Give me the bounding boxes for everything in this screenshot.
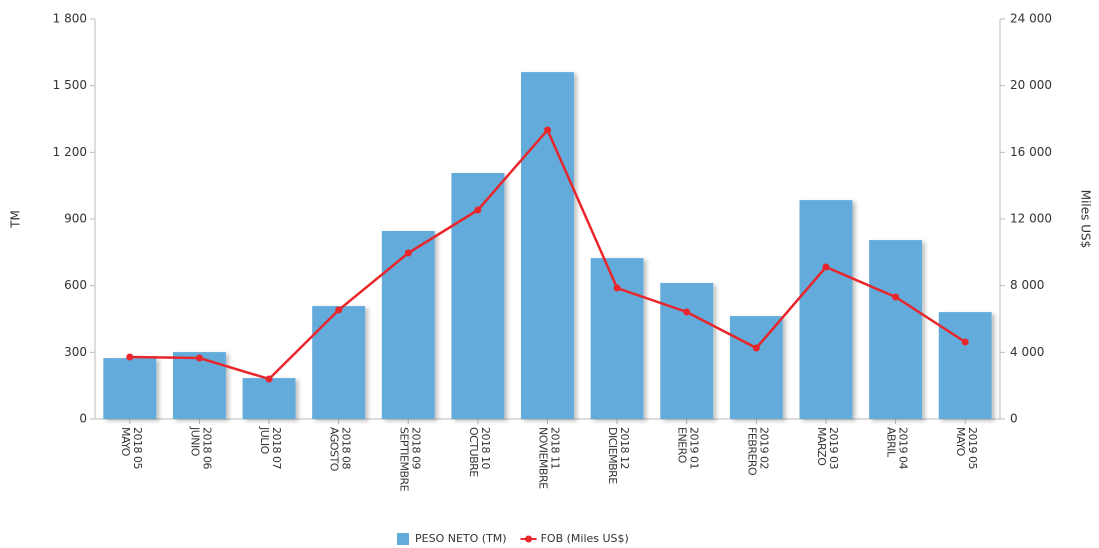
legend-swatch bbox=[525, 535, 533, 543]
bar bbox=[660, 283, 714, 419]
x-tick-label-line: 2019 01 bbox=[688, 427, 701, 469]
line-point bbox=[195, 354, 203, 362]
x-tick-label: 2019 04ABRIL bbox=[885, 427, 910, 469]
bar bbox=[729, 316, 783, 419]
x-tick-label-line: 2018 11 bbox=[549, 427, 562, 469]
y-tick-label: 1 500 bbox=[53, 78, 87, 92]
y2-tick-label: 24 000 bbox=[1010, 12, 1052, 26]
x-tick-label-line: 2018 07 bbox=[270, 427, 283, 469]
x-tick-label-line: 2019 04 bbox=[897, 427, 910, 469]
x-tick-label-line: 2018 10 bbox=[479, 427, 492, 469]
x-tick-label-line: SEPTIEMBRE bbox=[397, 427, 410, 492]
x-tick-label-line: 2018 12 bbox=[618, 427, 631, 469]
x-tick-label: 2018 12DICIEMBRE bbox=[606, 427, 631, 484]
x-tick-label-line: FEBRERO bbox=[745, 427, 758, 476]
bar bbox=[521, 72, 574, 419]
x-tick-label-line: MAYO bbox=[954, 427, 967, 457]
line-point bbox=[752, 344, 760, 352]
x-tick-label: 2018 08AGOSTO bbox=[328, 427, 353, 472]
y2-axis-title: Miles US$ bbox=[1079, 190, 1093, 249]
x-tick-label: 2019 01ENERO bbox=[676, 427, 701, 469]
x-tick-label: 2018 06JUNIO bbox=[188, 426, 213, 469]
line-point bbox=[265, 375, 273, 383]
x-tick-label-line: MARZO bbox=[815, 427, 828, 466]
x-tick-label: 2018 07JULIO bbox=[258, 426, 283, 469]
x-tick-label-line: JUNIO bbox=[188, 426, 201, 457]
x-tick-label-line: 2018 09 bbox=[409, 427, 422, 469]
bar bbox=[242, 378, 296, 419]
y-tick-label: 300 bbox=[64, 345, 87, 359]
bar bbox=[590, 258, 644, 419]
line-point bbox=[335, 306, 343, 314]
y2-tick-label: 4 000 bbox=[1010, 345, 1044, 359]
bar bbox=[172, 352, 226, 419]
x-tick-label: 2019 03MARZO bbox=[815, 427, 840, 469]
x-tick-label-line: 2019 02 bbox=[757, 427, 770, 469]
bar bbox=[799, 200, 853, 419]
legend-label: PESO NETO (TM) bbox=[415, 532, 507, 545]
legend-swatch bbox=[397, 533, 409, 545]
y2-tick-label: 8 000 bbox=[1010, 278, 1044, 292]
x-tick-label-line: 2018 08 bbox=[340, 427, 353, 469]
x-tick-label-line: DICIEMBRE bbox=[606, 427, 619, 484]
bar bbox=[312, 306, 366, 419]
x-tick-label: 2019 02FEBRERO bbox=[745, 427, 770, 476]
bar bbox=[103, 358, 157, 419]
x-tick-label-line: 2018 06 bbox=[200, 427, 213, 469]
x-tick-label-line: MAYO bbox=[119, 427, 132, 457]
bar bbox=[938, 312, 992, 419]
line-point bbox=[822, 263, 830, 271]
x-tick-label-line: 2019 03 bbox=[827, 427, 840, 469]
x-tick-label-line: AGOSTO bbox=[328, 427, 341, 472]
y-axis-title: TM bbox=[9, 210, 23, 229]
line-point bbox=[683, 308, 691, 316]
line-point bbox=[126, 353, 134, 361]
x-tick-label-line: ENERO bbox=[676, 427, 689, 464]
x-tick-label-line: 2019 05 bbox=[966, 427, 979, 469]
y-tick-label: 0 bbox=[79, 412, 87, 426]
bar bbox=[451, 173, 505, 419]
x-tick-label: 2019 05MAYO bbox=[954, 427, 979, 469]
line-point bbox=[404, 249, 412, 257]
y-tick-label: 1 800 bbox=[53, 12, 87, 26]
x-tick-label-line: 2018 05 bbox=[131, 427, 144, 469]
line-point bbox=[613, 284, 621, 292]
y2-tick-label: 0 bbox=[1010, 412, 1018, 426]
bar bbox=[869, 240, 923, 419]
x-tick-label-line: OCTUBRE bbox=[467, 427, 480, 477]
line-point bbox=[474, 206, 482, 214]
line-point bbox=[961, 338, 969, 346]
y-tick-label: 900 bbox=[64, 212, 87, 226]
x-tick-label: 2018 05MAYO bbox=[119, 427, 144, 469]
x-tick-label-line: JULIO bbox=[258, 426, 271, 455]
y2-tick-label: 12 000 bbox=[1010, 212, 1052, 226]
y2-tick-label: 16 000 bbox=[1010, 145, 1052, 159]
line-point bbox=[544, 126, 551, 134]
x-tick-label: 2018 10OCTUBRE bbox=[467, 427, 492, 477]
x-tick-label-line: NOVIEMBRE bbox=[537, 427, 550, 489]
bar bbox=[381, 231, 435, 419]
legend-label: FOB (Miles US$) bbox=[541, 532, 629, 545]
y2-tick-label: 20 000 bbox=[1010, 78, 1052, 92]
x-tick-label: 2018 11NOVIEMBRE bbox=[537, 427, 562, 489]
y-tick-label: 600 bbox=[64, 278, 87, 292]
x-tick-label: 2018 09SEPTIEMBRE bbox=[397, 427, 422, 492]
x-tick-label-line: ABRIL bbox=[885, 427, 898, 458]
y-tick-label: 1 200 bbox=[53, 145, 87, 159]
line-point bbox=[892, 293, 900, 301]
